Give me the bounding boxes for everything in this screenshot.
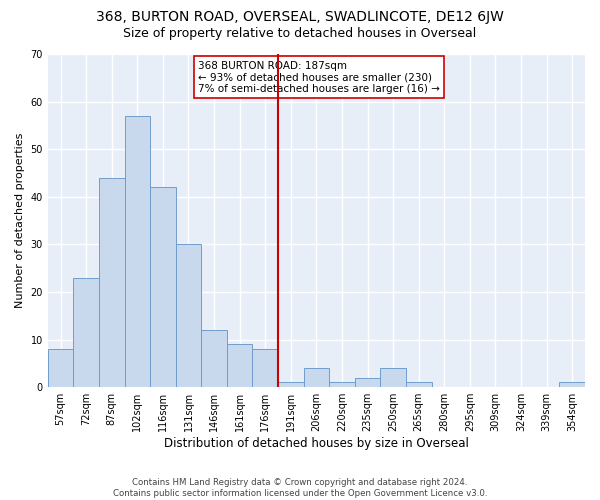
Bar (99, 178, 125, 387)
Bar (150, 188, 176, 387)
Bar (227, 344, 253, 387)
Bar (304, 368, 329, 387)
Text: 368 BURTON ROAD: 187sqm
← 93% of detached houses are smaller (230)
7% of semi-de: 368 BURTON ROAD: 187sqm ← 93% of detache… (198, 60, 440, 94)
Bar (73, 278, 99, 387)
Bar (406, 382, 431, 387)
Y-axis label: Number of detached properties: Number of detached properties (15, 133, 25, 308)
Bar (201, 330, 227, 387)
Bar (176, 244, 201, 387)
Bar (125, 116, 150, 387)
Bar (278, 382, 304, 387)
Text: Contains HM Land Registry data © Crown copyright and database right 2024.
Contai: Contains HM Land Registry data © Crown c… (113, 478, 487, 498)
X-axis label: Distribution of detached houses by size in Overseal: Distribution of detached houses by size … (164, 437, 469, 450)
Bar (48, 349, 73, 387)
Text: Size of property relative to detached houses in Overseal: Size of property relative to detached ho… (124, 28, 476, 40)
Bar (329, 382, 355, 387)
Bar (355, 378, 380, 387)
Bar (559, 382, 585, 387)
Bar (253, 349, 278, 387)
Text: 368, BURTON ROAD, OVERSEAL, SWADLINCOTE, DE12 6JW: 368, BURTON ROAD, OVERSEAL, SWADLINCOTE,… (96, 10, 504, 24)
Bar (380, 368, 406, 387)
